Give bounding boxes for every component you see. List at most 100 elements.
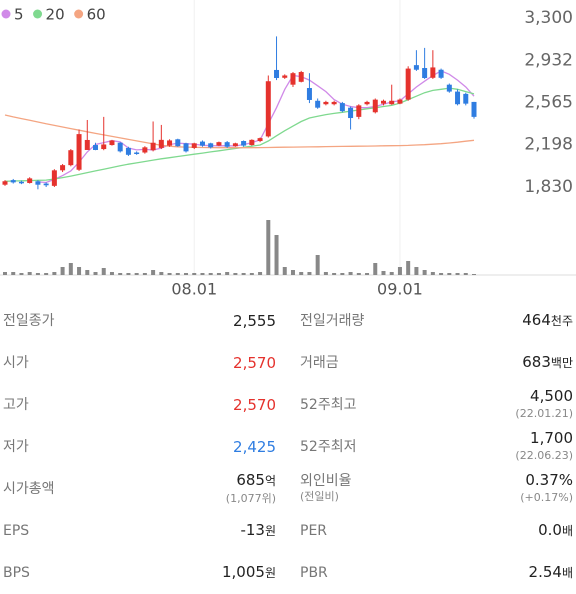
volume-bar xyxy=(44,273,49,275)
legend-dot xyxy=(1,9,11,19)
volume-bar xyxy=(159,272,164,275)
cell-label-box: 시가총액 xyxy=(3,468,55,510)
table-row: 전일종가 2,555 전일거래량 464천주 xyxy=(0,300,576,342)
cell-unit: 배 xyxy=(561,566,573,580)
y-tick-label: 1,830 xyxy=(524,177,573,197)
volume-bar xyxy=(11,272,16,275)
cell-label: 전일종가 xyxy=(3,313,55,329)
cell-label-box: PER xyxy=(300,510,327,552)
volume-bar xyxy=(60,267,65,275)
candle-body xyxy=(68,150,74,166)
volume-bar xyxy=(373,263,378,275)
table-row: 시가 2,570 거래금 683백만 xyxy=(0,342,576,384)
volume-bar xyxy=(447,273,452,275)
candle-body xyxy=(397,99,403,104)
volume-bar xyxy=(258,272,263,275)
cell-value-box: 2,425 xyxy=(233,426,276,468)
cell-value: 1,005 xyxy=(222,563,265,581)
cell-label: 거래금 xyxy=(300,355,339,371)
cell-label-box: 52주최고 xyxy=(300,384,356,426)
cell-label-box: 전일거래량 xyxy=(300,300,364,342)
candle-body xyxy=(265,81,271,137)
volume-bar xyxy=(101,268,106,275)
cell-value: 0.0 xyxy=(538,521,562,539)
candle-body xyxy=(76,134,82,170)
volume-bar xyxy=(68,263,73,275)
volume-bar xyxy=(274,235,279,275)
table-row: EPS -13원 PER 0.0배 xyxy=(0,510,576,552)
cell-value-line: 2.54배 xyxy=(529,564,573,582)
volume-bar xyxy=(266,220,271,275)
table-cell: BPS 1,005원 xyxy=(0,552,276,594)
volume-bar xyxy=(406,261,411,275)
candle-body xyxy=(134,152,140,155)
candle-body xyxy=(60,165,66,171)
cell-unit: 억 xyxy=(264,473,276,488)
cell-sub: (22.01.21) xyxy=(515,407,573,420)
volume-bar xyxy=(142,273,147,275)
cell-label: PER xyxy=(300,523,328,539)
candle-body xyxy=(446,84,452,92)
candle-body xyxy=(438,69,444,78)
volume-bar xyxy=(126,273,131,275)
cell-value: 2,555 xyxy=(233,311,276,330)
cell-unit: 배 xyxy=(561,524,573,538)
candle-body xyxy=(364,101,370,105)
cell-label-box: 시가 xyxy=(3,342,29,384)
y-tick-label: 2,565 xyxy=(524,93,573,113)
cell-label-box: 52주최저 xyxy=(300,426,356,468)
candle-body xyxy=(224,142,230,147)
candle-body xyxy=(430,67,436,78)
cell-value-line: 2,570 xyxy=(233,395,276,414)
table-row: BPS 1,005원 PBR 2.54배 xyxy=(0,552,576,594)
candle-body xyxy=(158,139,164,148)
volume-bar xyxy=(307,272,312,275)
cell-label-box: 전일종가 xyxy=(3,300,55,342)
cell-value-line: 464천주 xyxy=(522,312,573,330)
candle-body xyxy=(208,143,214,148)
candle-body xyxy=(422,68,428,79)
cell-unit: 원 xyxy=(264,524,276,538)
volume-bar xyxy=(249,273,254,275)
volume-bar xyxy=(299,272,304,275)
x-tick-label: 08.01 xyxy=(171,280,217,299)
cell-label: 52주최저 xyxy=(300,439,357,455)
cell-value: 683 xyxy=(522,353,551,371)
cell-label: 저가 xyxy=(3,439,29,455)
cell-value-line: 1,005원 xyxy=(222,564,276,582)
volume-bar xyxy=(35,273,40,275)
candle-body xyxy=(117,142,123,152)
volume-bar xyxy=(19,273,24,275)
candle-body xyxy=(323,101,329,105)
table-cell: 전일종가 2,555 xyxy=(0,300,276,342)
cell-value-box: 2,570 xyxy=(233,384,276,426)
cell-value-line: 1,700 xyxy=(530,430,573,447)
cell-value-line: 685억 xyxy=(236,471,276,490)
cell-label: 시가총액 xyxy=(3,481,55,497)
cell-value-line: 2,425 xyxy=(233,438,276,456)
candle-body xyxy=(463,93,469,104)
volume-bar xyxy=(27,272,32,275)
cell-label: 고가 xyxy=(3,397,29,413)
cell-value-box: 464천주 xyxy=(522,300,573,342)
volume-bar xyxy=(85,270,90,275)
cell-label-box: BPS xyxy=(3,552,30,594)
volume-bar xyxy=(472,274,476,275)
ma-line xyxy=(4,87,475,182)
candle-body xyxy=(35,181,41,185)
cell-label-box: 거래금 xyxy=(300,342,339,384)
volume-bar xyxy=(463,273,468,275)
table-cell: EPS -13원 xyxy=(0,510,276,552)
cell-value: 2,570 xyxy=(233,353,276,372)
volume-bar xyxy=(365,273,370,275)
cell-value-box: 0.37% (+0.17%) xyxy=(520,468,573,510)
legend-label: 60 xyxy=(87,6,106,24)
volume-bar xyxy=(167,273,172,275)
candle-body xyxy=(232,143,238,147)
volume-bar xyxy=(414,267,419,275)
cell-value: 2,570 xyxy=(233,395,276,414)
candle-body xyxy=(43,183,49,186)
candle-body xyxy=(142,147,148,153)
volume-bar xyxy=(397,267,402,275)
volume-bar xyxy=(52,272,57,275)
